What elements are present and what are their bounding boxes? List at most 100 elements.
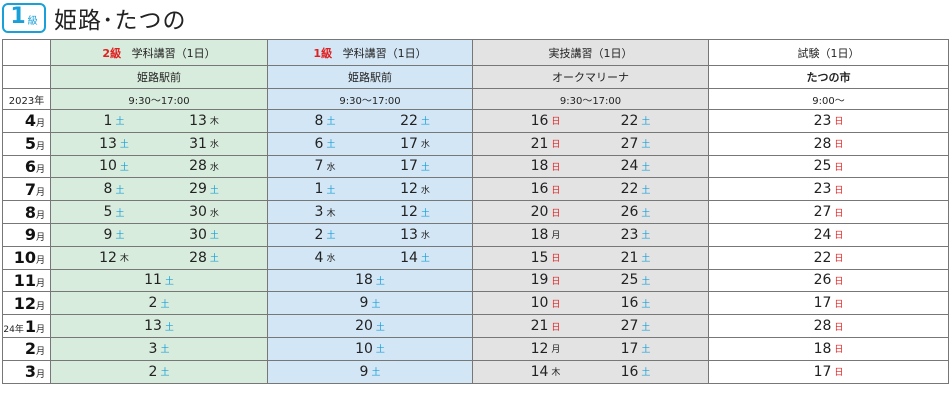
- month-unit: 月: [35, 324, 45, 335]
- weekday-label: 日: [834, 322, 844, 333]
- cell-1kyu: 20 土: [267, 314, 473, 338]
- month-unit: 月: [35, 370, 45, 381]
- date-number: 24: [620, 158, 639, 175]
- date-item: 13 水: [370, 227, 460, 243]
- cell-exam: 23 日: [708, 109, 949, 133]
- date-number: 17: [620, 340, 639, 357]
- date-number: 22: [813, 249, 832, 266]
- date-pair: 21 日 27 土: [473, 318, 708, 334]
- date-item: 22 日: [784, 250, 874, 266]
- month-unit: 月: [35, 347, 45, 358]
- weekday-label: 水: [209, 140, 219, 151]
- date-number: 17: [400, 135, 418, 152]
- date-number: 10: [355, 340, 373, 357]
- date-number: 13: [189, 112, 207, 129]
- date-number: 25: [620, 272, 639, 289]
- cell-exam: 17 日: [708, 291, 949, 316]
- cell-2kyu: 8 土 29 土: [50, 177, 268, 202]
- col-practical-title: 実技講習（1日）: [472, 39, 709, 66]
- schedule-row: 8月 5 土 30 水 3 木 12 土 20 日 26 土 27 日: [2, 200, 949, 224]
- month-cell: 24年1月: [2, 314, 51, 338]
- date-item: 14 土: [370, 250, 460, 266]
- date-number: 25: [813, 158, 832, 175]
- month-number: 1: [24, 316, 36, 336]
- cell-exam: 28 日: [708, 131, 949, 156]
- date-number: 8: [314, 112, 324, 129]
- weekday-label: 土: [420, 117, 430, 128]
- time-2kyu: 9:30〜17:00: [50, 88, 268, 110]
- month-unit: 月: [35, 256, 45, 267]
- date-number: 5: [103, 204, 113, 221]
- weekday-label: 水: [209, 208, 219, 219]
- weekday-label: 土: [641, 140, 651, 151]
- date-item: 22 土: [591, 113, 681, 129]
- date-item: 29 土: [159, 181, 249, 197]
- date-item: 23 日: [784, 113, 874, 129]
- header-row-course: 2級 学科講習（1日） 1級 学科講習（1日） 実技講習（1日） 試験（1日）: [2, 39, 949, 66]
- date-number: 26: [813, 272, 832, 289]
- weekday-label: 月: [551, 345, 561, 356]
- cell-practical: 19 日 25 土: [472, 268, 709, 293]
- cell-exam: 23 日: [708, 177, 949, 202]
- date-item: 17 水: [370, 136, 460, 152]
- cell-2kyu: 12 木 28 土: [50, 245, 268, 270]
- date-item: 23 土: [591, 227, 681, 243]
- level-unit: 級: [27, 16, 38, 27]
- weekday-label: 日: [551, 162, 561, 173]
- date-pair: 26 日: [709, 272, 948, 288]
- date-number: 27: [813, 204, 832, 221]
- date-item: 12 水: [370, 181, 460, 197]
- place-2kyu: 姫路駅前: [50, 65, 268, 89]
- month-unit: 月: [35, 187, 45, 198]
- weekday-label: 土: [420, 254, 430, 265]
- date-item: 24 日: [784, 227, 874, 243]
- weekday-label: 土: [641, 299, 651, 310]
- date-pair: 12 月 17 土: [473, 341, 708, 357]
- date-pair: 10 土 28 水: [51, 158, 267, 174]
- weekday-label: 日: [551, 140, 561, 151]
- date-item: 13 土: [69, 136, 159, 152]
- weekday-label: 土: [371, 368, 381, 379]
- month-cell: 4月: [2, 109, 51, 133]
- date-item: 27 土: [591, 136, 681, 152]
- cell-2kyu: 5 土 30 水: [50, 200, 268, 224]
- cell-exam: 18 日: [708, 336, 949, 361]
- cell-1kyu: 4 水 14 土: [267, 245, 473, 270]
- month-unit: 月: [35, 233, 45, 244]
- cell-exam: 25 日: [708, 154, 949, 179]
- date-item: 12 木: [69, 250, 159, 266]
- date-number: 21: [530, 318, 549, 335]
- weekday-label: 日: [834, 185, 844, 196]
- date-number: 21: [620, 249, 639, 266]
- month-unit: 月: [35, 210, 45, 221]
- date-pair: 17 日: [709, 295, 948, 311]
- date-number: 23: [620, 226, 639, 243]
- date-pair: 10 土: [268, 341, 472, 357]
- date-number: 16: [620, 295, 639, 312]
- weekday-label: 土: [119, 140, 129, 151]
- cell-2kyu: 11 土: [50, 268, 268, 293]
- weekday-label: 水: [420, 185, 430, 196]
- date-item: 19 日: [501, 272, 591, 288]
- date-number: 13: [99, 135, 117, 152]
- date-pair: 8 土 29 土: [51, 181, 267, 197]
- weekday-label: 日: [834, 117, 844, 128]
- date-item: 17 土: [591, 341, 681, 357]
- weekday-label: 木: [119, 254, 129, 265]
- date-item: 10 土: [69, 158, 159, 174]
- date-number: 13: [144, 318, 162, 335]
- time-practical: 9:30〜17:00: [472, 88, 709, 110]
- date-pair: 27 日: [709, 204, 948, 220]
- date-number: 17: [813, 295, 832, 312]
- date-item: 16 日: [501, 113, 591, 129]
- weekday-label: 土: [641, 276, 651, 287]
- date-number: 22: [620, 181, 639, 198]
